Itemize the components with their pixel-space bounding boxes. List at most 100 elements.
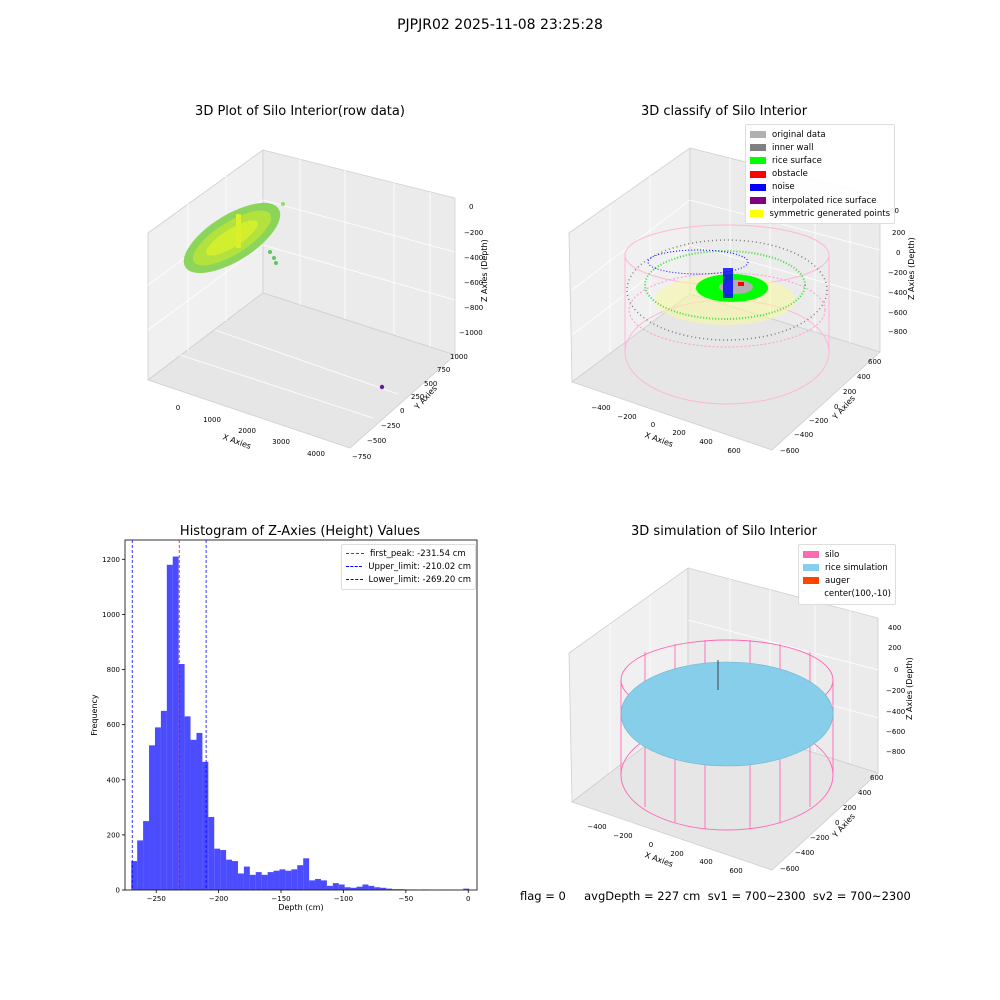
- simulation-ztick: 400: [888, 624, 901, 632]
- histogram-xtick-label: −100: [334, 895, 353, 903]
- histogram-bar: [143, 821, 150, 890]
- histogram-bar: [267, 872, 274, 890]
- raw-xtick: 1000: [203, 416, 221, 424]
- simulation-ytick: 600: [870, 774, 883, 782]
- raw-pane-back: [147, 149, 456, 449]
- histogram-bar: [214, 848, 221, 890]
- histogram-bar: [190, 739, 197, 890]
- classify-ztick: 0: [896, 249, 900, 257]
- histogram-bar: [303, 858, 310, 890]
- legend-item: center(100,-10): [803, 588, 891, 601]
- classify-ytick: −400: [794, 431, 813, 439]
- histogram-xtick-label: −250: [147, 895, 166, 903]
- histogram-bar: [137, 840, 144, 890]
- legend-label: rice surface: [772, 155, 822, 166]
- histogram-bar: [463, 888, 470, 890]
- legend-label: first_peak: -231.54 cm: [370, 548, 466, 559]
- legend-swatch: [803, 551, 819, 559]
- histogram-bar: [380, 887, 387, 890]
- histogram-bar: [261, 874, 268, 890]
- histogram-bar: [374, 887, 381, 890]
- simulation-ytick: −200: [810, 834, 829, 842]
- histogram-bar: [178, 664, 185, 890]
- histogram-bar: [184, 716, 191, 890]
- simulation-ztick: −200: [886, 687, 905, 695]
- histogram-bar: [220, 850, 227, 890]
- histogram-bar: [273, 870, 280, 890]
- raw-xtick: 4000: [307, 450, 325, 458]
- simulation-xtick: 400: [699, 858, 712, 866]
- raw-ytick: 0: [400, 407, 404, 415]
- raw-point-cloud: [183, 202, 385, 390]
- simulation-ztick: 0: [894, 666, 898, 674]
- legend-label: obstacle: [772, 169, 808, 180]
- raw-xlabel: X Axies: [221, 432, 252, 451]
- legend-item: noise: [750, 181, 890, 194]
- classify-ztick: −400: [888, 289, 907, 297]
- raw-3d-plot: 0 1000 2000 3000 4000 X Axies 1000 750 5…: [147, 149, 489, 461]
- histogram-bar: [160, 710, 167, 890]
- histogram-bar: [332, 883, 339, 890]
- legend-label: noise: [772, 182, 795, 193]
- histogram-bar: [291, 869, 298, 890]
- classify-3d-plot: −400 −200 0 200 400 600 X Axies 600 400 …: [568, 147, 916, 455]
- histogram-bar: [237, 873, 244, 890]
- simulation-xtick: −200: [613, 832, 632, 840]
- simulation-xtick: −400: [587, 823, 606, 831]
- simulation-ytick: −400: [795, 849, 814, 857]
- legend-label: auger: [825, 575, 850, 586]
- raw-ztick: −400: [464, 254, 483, 262]
- simulation-ztick: 200: [888, 644, 901, 652]
- classify-ytick: 200: [843, 388, 856, 396]
- histogram-bar: [279, 869, 286, 890]
- histogram-bar: [344, 887, 351, 890]
- legend-item: symmetric generated points: [750, 207, 890, 220]
- legend-line: [346, 566, 363, 568]
- raw-xtick: 2000: [238, 427, 256, 435]
- raw-xtick: 3000: [272, 438, 290, 446]
- classify-ytick: −200: [809, 417, 828, 425]
- simulation-ztick: −600: [886, 728, 905, 736]
- histogram-bar: [226, 859, 233, 890]
- histogram-ytick-label: 400: [107, 776, 120, 784]
- classify-ztick: −600: [888, 309, 907, 317]
- histogram-xlabel: Depth (cm): [278, 903, 323, 912]
- histogram-title: Histogram of Z-Axies (Height) Values: [179, 524, 421, 539]
- histogram-ytick-label: 1200: [102, 556, 120, 564]
- histogram-ytick-label: 200: [107, 831, 120, 839]
- raw-zlabel: Z Axies (Depth): [480, 239, 489, 302]
- legend-label: symmetric generated points: [769, 208, 890, 219]
- legend-swatch: [750, 170, 766, 178]
- histogram-bar: [421, 889, 428, 890]
- classify-ztick: 200: [892, 229, 905, 237]
- legend-item: auger: [803, 574, 891, 587]
- histogram-bar: [386, 888, 393, 890]
- legend-item: Upper_limit: -210.02 cm: [346, 560, 471, 573]
- legend-swatch: [803, 577, 819, 585]
- classify-ytick: 400: [857, 373, 870, 381]
- histogram-bar: [320, 880, 327, 890]
- simulation-ytick: 0: [835, 819, 839, 827]
- legend-item: rice simulation: [803, 561, 891, 574]
- simulation-3d-plot: −400 −200 0 200 400 600 X Axies 600 400 …: [568, 567, 914, 875]
- histogram-bar: [362, 884, 369, 890]
- histogram-chart: −250 −200 −150 −100 −50 0 0 200 400 600 800 1000 120…: [90, 539, 478, 912]
- histogram-ytick-label: 1000: [102, 611, 120, 619]
- raw-plot-title: 3D Plot of Silo Interior(row data): [195, 104, 405, 119]
- raw-ytick: 1000: [450, 353, 468, 361]
- simulation-ztick: −800: [886, 748, 905, 756]
- legend-item: first_peak: -231.54 cm: [346, 547, 471, 560]
- legend-swatch: [750, 210, 764, 218]
- raw-ztick: −1000: [459, 329, 483, 337]
- classify-xtick: 400: [699, 438, 712, 446]
- histogram-bar: [208, 816, 215, 890]
- raw-ztick: 0: [469, 203, 473, 211]
- legend-line: [346, 553, 364, 555]
- histogram-bar: [196, 732, 203, 890]
- histogram-bar: [338, 884, 345, 890]
- histogram-bar: [409, 889, 416, 890]
- legend-label: center(100,-10): [824, 589, 891, 600]
- histogram-bar: [154, 727, 161, 890]
- legend-label: Lower_limit: -269.20 cm: [368, 574, 471, 585]
- histogram-ytick-label: 800: [107, 666, 120, 674]
